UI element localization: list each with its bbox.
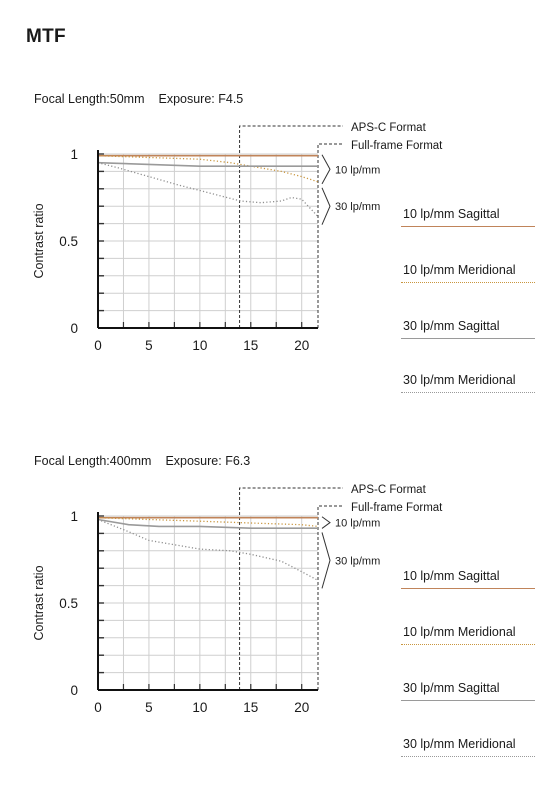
legend-swatch bbox=[401, 226, 535, 227]
legend-label: 30 lp/mm Sagittal bbox=[403, 319, 500, 333]
series-30-meridional-line bbox=[97, 162, 319, 218]
legend-swatch bbox=[401, 644, 535, 645]
series-30-meridional-line bbox=[97, 518, 319, 581]
legend-item-30-meridional: 30 lp/mm Meridional bbox=[401, 737, 535, 757]
mtf-section-1: Focal Length:50mm Exposure: F4.5 APS-C Fo… bbox=[0, 0, 560, 362]
legend-item-30-sagittal: 30 lp/mm Sagittal bbox=[401, 681, 535, 701]
full-frame-boundary bbox=[317, 143, 343, 328]
legend-swatch bbox=[401, 282, 535, 283]
mtf-chart-1: APS-C Format Full-frame Format 10 lp/mm 30 … bbox=[32, 122, 443, 353]
focal-length-value: 50mm bbox=[109, 92, 145, 106]
mtf-chart-2: APS-C Format Full-frame Format 10 lp/mm 30 … bbox=[32, 484, 443, 715]
x-tick-label: 15 bbox=[243, 700, 258, 715]
x-tick-label: 20 bbox=[294, 338, 309, 353]
legend-label: 30 lp/mm Meridional bbox=[403, 373, 516, 387]
x-tick-label: 5 bbox=[145, 338, 153, 353]
aps-c-label: APS-C Format bbox=[351, 122, 427, 134]
lp30-bracket bbox=[321, 532, 331, 589]
legend-item-30-meridional: 30 lp/mm Meridional bbox=[401, 373, 535, 393]
y-axis-label: Contrast ratio bbox=[32, 565, 46, 640]
y-tick-label: 0.5 bbox=[59, 596, 78, 611]
spec-line: Focal Length:400mm Exposure: F6.3 bbox=[34, 454, 250, 468]
legend-label: 30 lp/mm Sagittal bbox=[403, 681, 500, 695]
full-frame-label: Full-frame Format bbox=[351, 140, 443, 152]
legend-swatch bbox=[401, 700, 535, 701]
y-tick-label: 0 bbox=[70, 321, 78, 336]
x-tick-label: 10 bbox=[192, 338, 207, 353]
focal-length-label: Focal Length: bbox=[34, 92, 110, 106]
legend-swatch bbox=[401, 392, 535, 393]
lp30-label: 30 lp/mm bbox=[335, 201, 380, 213]
aps-c-boundary bbox=[239, 487, 343, 690]
series-30-sagittal-line bbox=[97, 518, 318, 529]
legend-item-30-sagittal: 30 lp/mm Sagittal bbox=[401, 319, 535, 339]
legend-swatch bbox=[401, 338, 535, 339]
aps-c-boundary bbox=[239, 125, 343, 328]
lp10-label: 10 lp/mm bbox=[335, 164, 380, 176]
x-tick-label: 15 bbox=[243, 338, 258, 353]
exposure-label: Exposure: F4.5 bbox=[158, 92, 244, 106]
legend-label: 10 lp/mm Sagittal bbox=[403, 569, 500, 583]
legend-item-10-sagittal: 10 lp/mm Sagittal bbox=[401, 207, 535, 227]
y-tick-label: 1 bbox=[70, 147, 78, 162]
legend-label: 30 lp/mm Meridional bbox=[403, 737, 516, 751]
legend-swatch bbox=[401, 756, 535, 757]
y-tick-label: 1 bbox=[70, 509, 78, 524]
y-axis-label: Contrast ratio bbox=[32, 203, 46, 278]
x-tick-label: 10 bbox=[192, 700, 207, 715]
focal-length-label: Focal Length: bbox=[34, 454, 110, 468]
focal-length-value: 400mm bbox=[109, 454, 152, 468]
spec-line: Focal Length:50mm Exposure: F4.5 bbox=[34, 92, 243, 106]
y-tick-label: 0.5 bbox=[59, 234, 78, 249]
y-tick-label: 0 bbox=[70, 683, 78, 698]
mtf-section-2: 30 lp/mm Meridional Focal Length:400mm Ex… bbox=[0, 362, 560, 757]
legend-swatch bbox=[401, 588, 535, 589]
full-frame-boundary bbox=[317, 505, 343, 690]
exposure-label: Exposure: F6.3 bbox=[165, 454, 251, 468]
aps-c-label: APS-C Format bbox=[351, 484, 427, 496]
x-tick-label: 0 bbox=[94, 700, 102, 715]
lp30-bracket bbox=[321, 187, 331, 225]
lp10-bracket bbox=[321, 154, 331, 185]
x-tick-label: 0 bbox=[94, 338, 102, 353]
x-tick-label: 5 bbox=[145, 700, 153, 715]
legend-label: 10 lp/mm Sagittal bbox=[403, 207, 500, 221]
series-10-meridional-line bbox=[97, 155, 319, 183]
x-tick-label: 20 bbox=[294, 700, 309, 715]
full-frame-label: Full-frame Format bbox=[351, 502, 443, 514]
legend-label: 10 lp/mm Meridional bbox=[403, 625, 516, 639]
lp10-label: 10 lp/mm bbox=[335, 518, 380, 530]
lp10-bracket bbox=[321, 516, 331, 529]
lp30-label: 30 lp/mm bbox=[335, 555, 380, 567]
legend-item-10-meridional: 10 lp/mm Meridional bbox=[401, 625, 535, 645]
page-title: MTF bbox=[26, 26, 66, 47]
legend-label: 10 lp/mm Meridional bbox=[403, 263, 516, 277]
series-30-sagittal-line bbox=[97, 161, 318, 167]
legend-item-10-sagittal: 10 lp/mm Sagittal bbox=[401, 569, 535, 589]
legend-item-10-meridional: 10 lp/mm Meridional bbox=[401, 263, 535, 283]
